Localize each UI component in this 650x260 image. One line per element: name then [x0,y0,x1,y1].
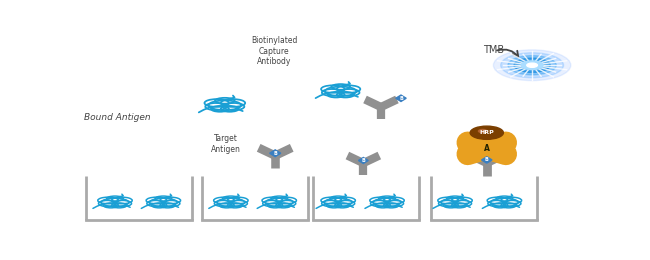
Polygon shape [396,95,406,101]
Text: Bound Antigen: Bound Antigen [84,113,150,122]
Text: B: B [485,158,489,162]
Text: Biotinylated
Capture
Antibody: Biotinylated Capture Antibody [251,36,297,66]
Circle shape [470,126,503,139]
Circle shape [508,56,556,75]
Polygon shape [358,158,369,164]
Text: A: A [484,144,489,153]
Polygon shape [270,150,281,157]
Circle shape [514,58,551,73]
Circle shape [475,128,499,137]
Text: HRP: HRP [480,130,494,135]
Text: Target
Antigen: Target Antigen [211,134,240,154]
Text: B: B [399,96,403,101]
Polygon shape [482,157,492,163]
Text: B: B [273,151,277,156]
Circle shape [526,63,538,67]
Circle shape [478,129,487,133]
Text: TMB: TMB [483,45,504,55]
Circle shape [493,50,571,81]
Circle shape [521,61,543,70]
Circle shape [500,53,564,78]
Text: B: B [361,158,365,163]
